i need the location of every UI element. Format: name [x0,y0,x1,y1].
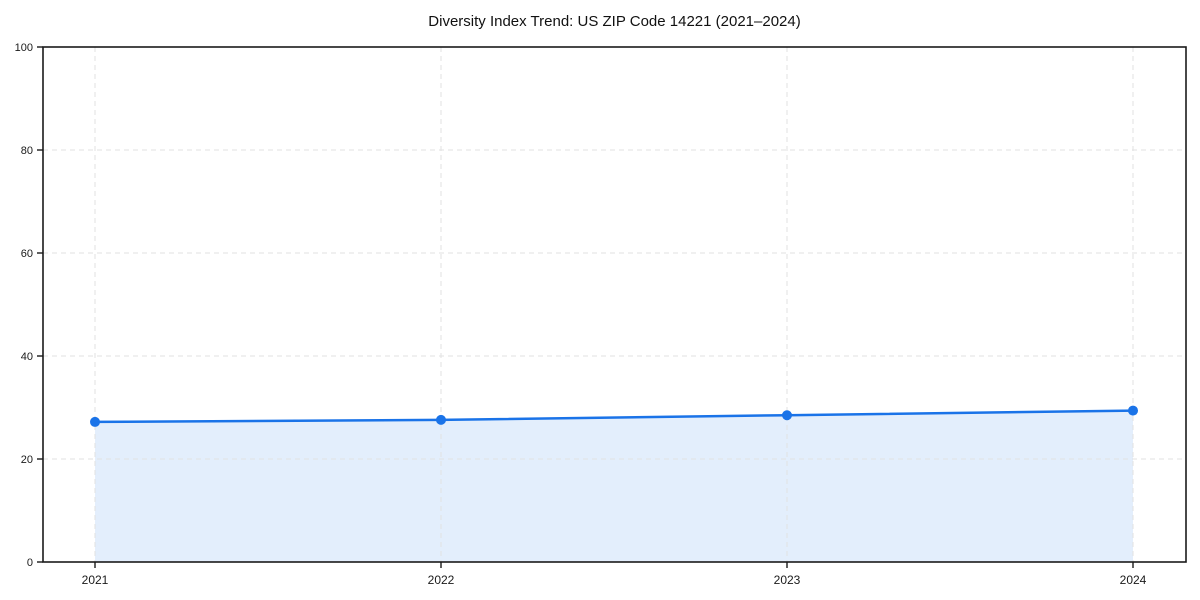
y-tick-label: 80 [21,145,33,157]
plot-border [42,46,1187,563]
y-tick-label: 60 [21,248,33,260]
y-tick-label: 100 [15,42,33,54]
data-point-marker [1128,405,1138,416]
trend-line [93,409,1135,424]
y-tick-label: 0 [27,557,33,569]
data-point-marker [436,414,446,425]
data-point-marker [90,416,100,427]
area-fill [95,410,1133,562]
x-tick-label: 2021 [82,573,109,587]
data-point-marker [782,410,792,421]
x-tick-label: 2024 [1120,573,1147,587]
y-tick-label: 20 [21,454,33,466]
x-tick-label: 2022 [428,573,455,587]
chart-title: Diversity Index Trend: US ZIP Code 14221… [428,13,801,30]
y-tick-label: 40 [21,351,33,363]
x-tick-label: 2023 [774,573,801,587]
